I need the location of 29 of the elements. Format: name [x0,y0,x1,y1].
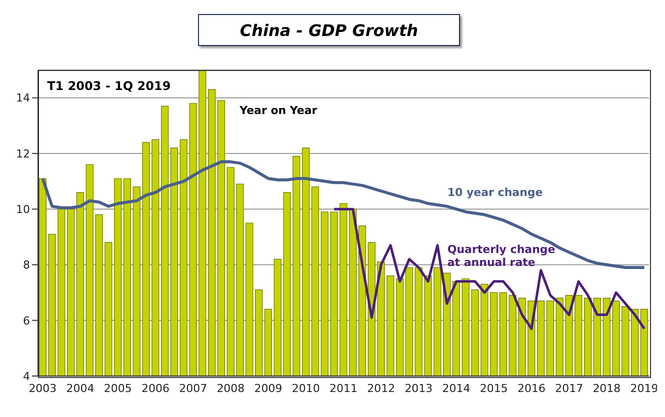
y-tick-label: 10 [16,202,30,216]
y-tick-label: 14 [16,92,30,105]
x-tick-label: 2015 [480,382,508,395]
x-tick-label: 2007 [179,382,208,395]
x-tick-label: 2006 [142,382,170,395]
x-tick-label: 2011 [330,382,358,395]
series-label: 10 year change [447,186,543,200]
y-tick-label: 4 [23,370,30,383]
x-tick-label: 2014 [442,382,470,395]
x-tick-label: 2013 [404,382,433,395]
x-tick-label: 2018 [592,382,621,395]
series-label: Quarterly change at annual rate [447,242,556,269]
line-series [41,160,646,270]
x-tick-label: 2009 [254,382,282,395]
x-tick-label: 2017 [555,382,584,395]
line-series [332,208,646,330]
chart-title: China - GDP Growth [198,14,460,46]
annotation: T1 2003 - 1Q 2019 [44,79,174,94]
x-tick-label: 2016 [518,382,546,395]
series-label: Year on Year [240,104,318,117]
y-tick-label: 6 [23,314,30,328]
x-tick-label: 2003 [28,382,57,395]
x-tick-label: 2005 [104,382,132,395]
y-tick-label: 8 [23,258,30,272]
x-tick-label: 2008 [216,382,245,395]
x-tick-label: 2012 [367,382,396,395]
y-tick-label: 12 [16,147,30,160]
x-tick-label: 2010 [292,382,320,395]
x-tick-label: 2004 [66,382,94,395]
